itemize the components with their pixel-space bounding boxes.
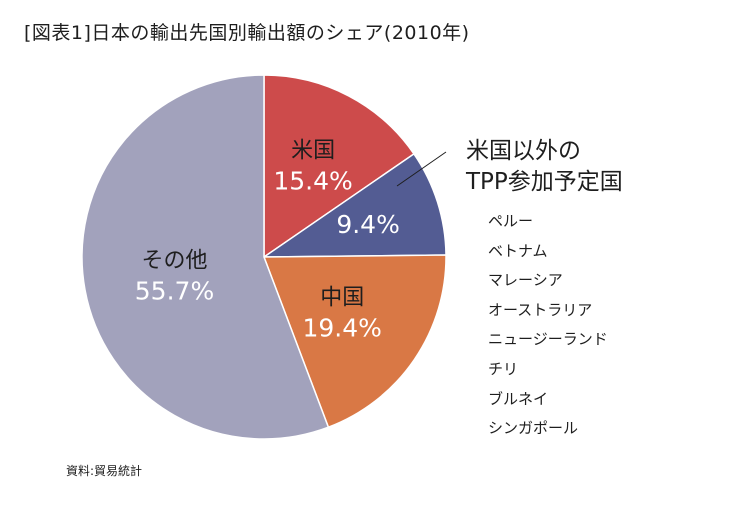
country-item: マレーシア: [488, 271, 563, 290]
slice-category-label: その他: [141, 248, 207, 273]
slice-other-tpp-label: 9.4%: [336, 210, 400, 239]
tpp-annotation-line2: TPP参加予定国: [466, 169, 623, 195]
tpp-annotation-line1: 米国以外の: [466, 138, 581, 164]
slice-china: [262, 254, 447, 429]
slice-china-label: 中国 19.4%: [302, 285, 381, 342]
slice-value-label: 19.4%: [302, 313, 381, 342]
slice-category-label: 中国: [320, 285, 364, 310]
slice-category-label: 米国: [291, 139, 335, 164]
country-item: ニュージーランド: [488, 330, 608, 349]
tpp-country-list: ペルー ベトナム マレーシア オーストラリア ニュージーランド チリ ブルネイ …: [488, 207, 608, 444]
country-item: オーストラリア: [488, 300, 593, 319]
pie-slices: [81, 74, 447, 440]
country-item: シンガポール: [488, 419, 579, 438]
country-item: チリ: [488, 359, 519, 378]
country-item: ブルネイ: [488, 389, 549, 408]
tpp-annotation-title: 米国以外の TPP参加予定国: [466, 136, 623, 198]
chart-title: [図表1]日本の輸出先国別輸出額のシェア(2010年): [24, 22, 470, 44]
annotation-leader-line: [396, 151, 447, 187]
slice-others: [81, 74, 330, 440]
country-item: ペルー: [488, 212, 534, 230]
slice-others-label: その他 55.7%: [135, 248, 214, 305]
slice-usa-label: 米国 15.4%: [273, 139, 352, 196]
slice-other-tpp: [261, 152, 447, 258]
slice-value-label: 55.7%: [135, 276, 214, 305]
pie-labels: 米国 15.4% 9.4% 中国 19.4% その他 55.7%: [135, 139, 400, 343]
slice-value-label: 15.4%: [273, 167, 352, 196]
source-note: 資料:貿易統計: [66, 464, 143, 478]
country-item: ベトナム: [488, 241, 548, 260]
slice-usa: [263, 74, 416, 259]
